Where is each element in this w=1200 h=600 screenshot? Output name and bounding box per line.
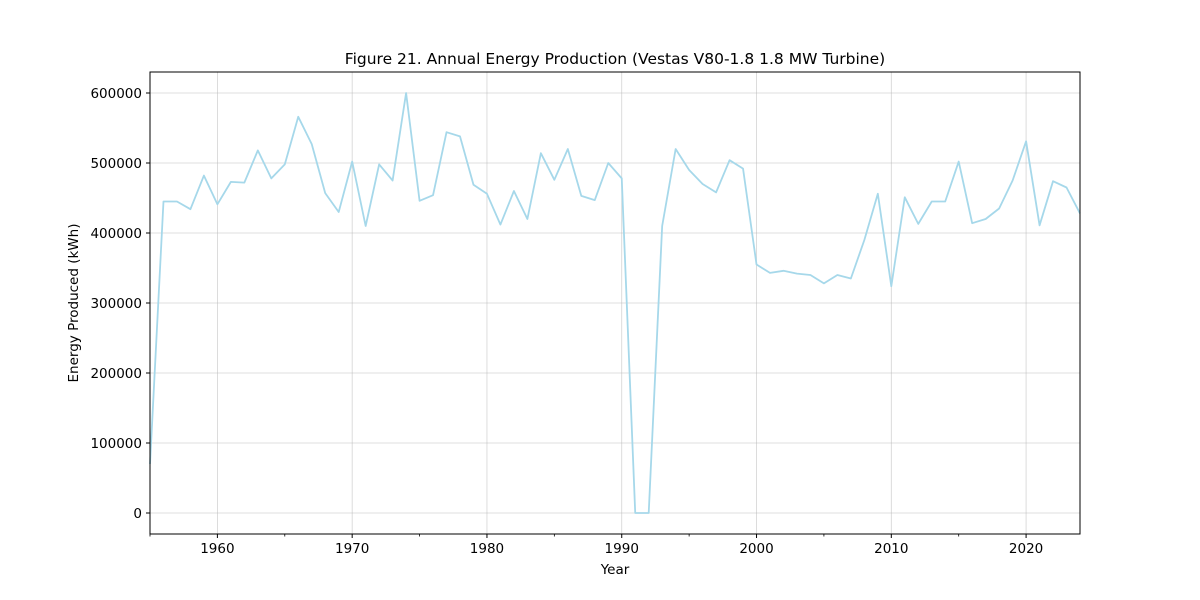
x-tick-label: 2000 bbox=[739, 541, 773, 557]
x-tick-label: 1970 bbox=[335, 541, 369, 557]
y-tick-label: 200000 bbox=[90, 366, 142, 382]
y-axis-label: Energy Produced (kWh) bbox=[66, 224, 82, 383]
y-tick-label: 600000 bbox=[90, 86, 142, 102]
x-tick-label: 1980 bbox=[470, 541, 504, 557]
y-tick-label: 400000 bbox=[90, 226, 142, 242]
x-axis-label: Year bbox=[600, 562, 630, 578]
y-tick-label: 500000 bbox=[90, 156, 142, 172]
chart-title: Figure 21. Annual Energy Production (Ves… bbox=[345, 50, 885, 68]
series-line bbox=[149, 92, 1081, 514]
x-tick-label: 1960 bbox=[200, 541, 234, 557]
x-tick-label: 2010 bbox=[874, 541, 908, 557]
grid-lines bbox=[150, 72, 1080, 534]
x-tick-label: 1990 bbox=[605, 541, 639, 557]
data-series bbox=[149, 92, 1081, 514]
y-tick-label: 0 bbox=[133, 506, 142, 522]
y-axis-ticks: 0 100000 200000 300000 400000 500000 600000 bbox=[90, 86, 150, 522]
y-tick-label: 100000 bbox=[90, 436, 142, 452]
y-tick-label: 300000 bbox=[90, 296, 142, 312]
x-axis-ticks: 1960 1970 1980 1990 2000 2010 2020 bbox=[149, 534, 1043, 557]
x-tick-label: 2020 bbox=[1009, 541, 1043, 557]
